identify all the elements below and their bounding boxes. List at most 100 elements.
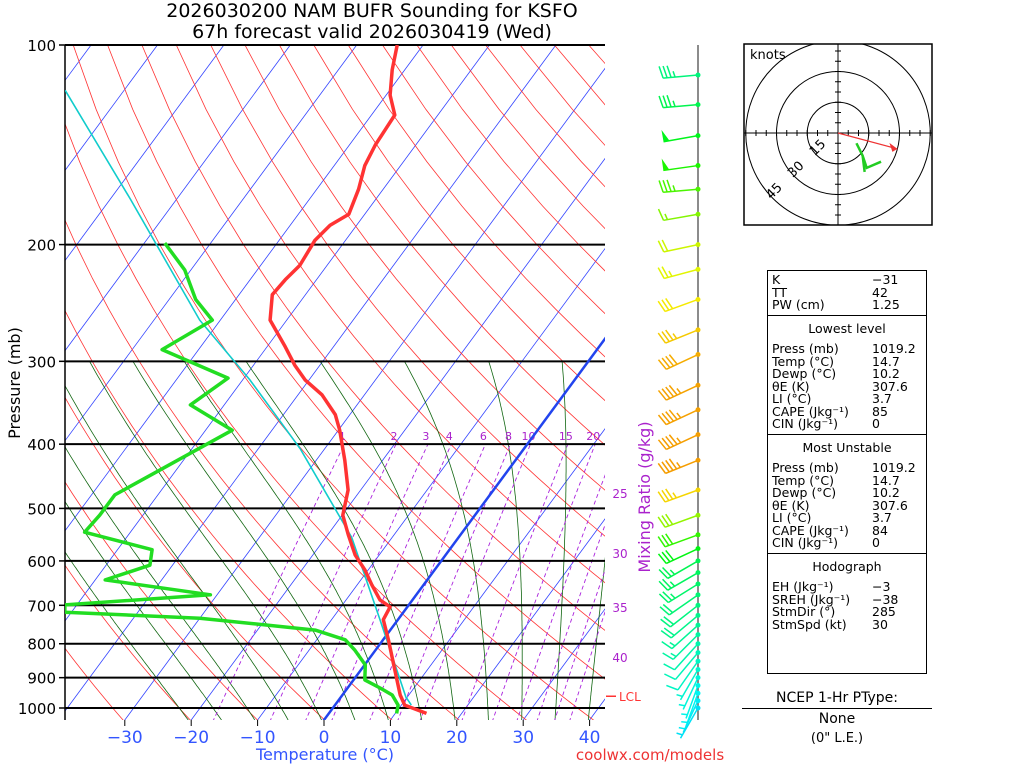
barb-full [657, 516, 666, 528]
stat-label: LI (°C) [772, 510, 812, 525]
dry-adiabat-line [141, 45, 605, 631]
stats-panel: K −31 TT 42 PW (cm) 1.25 Lowest level Press (m… [767, 270, 927, 674]
wind-barb [657, 352, 701, 371]
barb-station-dot [695, 296, 701, 302]
wind-barb [664, 650, 701, 681]
barb-half [672, 100, 676, 107]
barb-shaft [663, 268, 699, 280]
section-header: Most Unstable [802, 439, 892, 455]
stat-row: CAPE (Jkg⁻¹) 84 [772, 524, 922, 538]
barb-station-dot [695, 186, 701, 192]
mixing-ratio-tick-label: 4 [446, 430, 453, 443]
barb-station-dot [695, 487, 701, 493]
barb-station-dot [695, 211, 701, 217]
barb-station-dot [695, 102, 701, 108]
barb-shaft [663, 74, 699, 79]
stat-label: TT [772, 284, 788, 300]
barb-shaft [682, 700, 699, 733]
wind-barb [678, 675, 701, 710]
stat-row: Temp (°C) 14.7 [772, 353, 922, 369]
dry-adiabat-line [65, 481, 258, 720]
barb-full [664, 673, 676, 681]
credit-link[interactable]: coolwx.com/models [576, 746, 724, 764]
barb-full [657, 491, 666, 503]
title-line-1: 2026030200 NAM BUFR Sounding for KSFO [166, 0, 578, 22]
dry-adiabat-line [72, 45, 595, 720]
wind-barb [658, 65, 701, 79]
stat-row: TT 42 [772, 284, 922, 300]
barb-station-dot [695, 407, 701, 413]
stat-row: θE (K) 307.6 [772, 380, 922, 394]
barb-full [658, 569, 669, 579]
wind-barbs [657, 45, 701, 739]
temperature-tick-label: 40 [579, 728, 601, 748]
barb-shaft [665, 353, 699, 371]
storm-motion-arrowhead [889, 142, 898, 152]
isotherm-line [190, 157, 605, 720]
wind-barb [657, 208, 701, 222]
hodograph-units-label: knots [750, 48, 786, 63]
barb-shaft [665, 433, 699, 451]
dry-adiabat-line [65, 647, 124, 720]
stat-value: 3.7 [872, 510, 892, 525]
barb-shaft [674, 643, 699, 671]
stat-value: 3.7 [872, 391, 892, 406]
stat-value: 1019.2 [872, 460, 916, 475]
indices-section: K −31 TT 42 PW (cm) 1.25 [768, 271, 926, 316]
barb-full [658, 593, 669, 604]
barb-station-dot [695, 382, 701, 388]
barb-shaft [665, 547, 699, 565]
barb-half [676, 693, 683, 698]
barb-full [662, 95, 668, 108]
barb-full [663, 663, 675, 671]
barb-half [678, 703, 686, 707]
wind-barb [660, 612, 701, 639]
dry-adiabat-line [313, 45, 605, 402]
stat-value: 14.7 [872, 472, 900, 488]
mixing-ratio-tick-label: 8 [505, 430, 512, 443]
barb-station-dot [695, 432, 701, 438]
stat-label: Dewp (°C) [772, 485, 837, 500]
pressure-tick-label: 900 [27, 670, 56, 688]
stat-label: Temp (°C) [772, 353, 835, 369]
barb-station-dot [695, 622, 701, 628]
barb-full [662, 578, 672, 589]
mixing-ratio-line [492, 444, 596, 720]
temperature-tick-label: 0 [319, 728, 330, 748]
wind-barb [657, 512, 701, 528]
dry-adiabat-line [347, 45, 605, 358]
barb-half [672, 185, 676, 192]
barb-full [661, 239, 669, 252]
barb-shaft [685, 685, 699, 719]
barb-full [661, 551, 671, 563]
barb-full [662, 591, 673, 601]
wind-barb [681, 683, 701, 719]
barb-full [668, 434, 678, 445]
hodograph-trace-branch [861, 155, 866, 173]
dry-adiabat-line [416, 45, 605, 272]
barb-half [676, 732, 683, 736]
wind-barb [657, 532, 701, 548]
barb-full [666, 65, 672, 78]
mixing-ratio-side-label: 35 [612, 601, 627, 615]
isotherm-line [65, 45, 158, 172]
temperature-line [268, 45, 428, 716]
dry-adiabat-line [65, 219, 460, 720]
barb-full [660, 630, 672, 639]
moist-adiabat-line [554, 361, 567, 720]
barb-station-dot [695, 641, 701, 647]
mixing-ratio-tick-label: 2 [390, 430, 397, 443]
barb-full [657, 300, 666, 312]
barb-full [660, 618, 671, 628]
stat-value: 285 [872, 604, 896, 619]
stat-value: 85 [872, 403, 888, 419]
barb-half [670, 652, 677, 658]
stat-row: CIN (Jkg⁻¹) 0 [772, 536, 922, 550]
dry-adiabat-line [279, 45, 605, 446]
stat-row: PW (cm) 1.25 [772, 298, 922, 312]
dry-adiabat-line [210, 45, 605, 537]
barb-full [665, 549, 675, 561]
pressure-tick-label: 700 [27, 597, 56, 615]
